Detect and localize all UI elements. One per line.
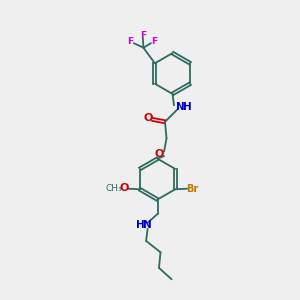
Text: H: H <box>183 101 192 112</box>
Text: F: F <box>140 31 146 40</box>
Text: N: N <box>176 101 185 112</box>
Text: Br: Br <box>186 184 199 194</box>
Text: CH₃: CH₃ <box>106 184 122 193</box>
Text: O: O <box>154 149 164 159</box>
Text: O: O <box>119 183 129 193</box>
Text: N: N <box>143 220 152 230</box>
Text: F: F <box>152 37 158 46</box>
Text: O: O <box>143 113 153 123</box>
Text: F: F <box>127 37 133 46</box>
Text: H: H <box>136 220 145 230</box>
